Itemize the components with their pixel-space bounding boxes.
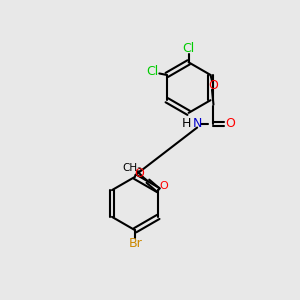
Text: Cl: Cl [146, 65, 158, 79]
Text: O: O [159, 181, 168, 191]
Text: Br: Br [128, 237, 142, 250]
Text: H: H [182, 118, 191, 130]
Text: O: O [208, 79, 218, 92]
Text: N: N [193, 118, 202, 130]
Text: O: O [225, 118, 235, 130]
Text: O: O [134, 167, 144, 180]
Text: Cl: Cl [182, 42, 195, 56]
Text: CH₃: CH₃ [122, 163, 141, 173]
